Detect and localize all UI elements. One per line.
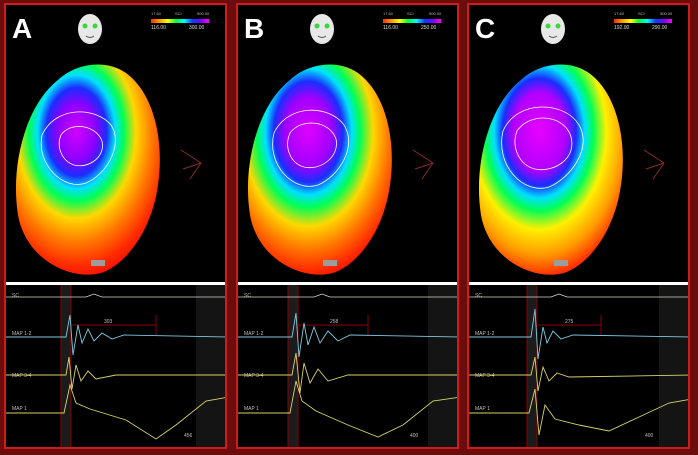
end-label: 400 <box>645 433 654 439</box>
color-scale: 17.60 SCI 500.00 116.00 300.00 <box>145 11 215 35</box>
scale-top-left: 17.60 <box>614 11 625 16</box>
electrogram-view: 275 SC MAP 1-2 MAP 3-4 MAP 1 400 <box>469 285 688 447</box>
channel-label: MAP 3-4 <box>12 373 32 379</box>
channel-label: MAP 1-2 <box>12 331 32 337</box>
scale-high: 300.00 <box>189 25 205 31</box>
channel-label: MAP 1-2 <box>244 331 264 337</box>
scale-low: 116.00 <box>383 25 398 31</box>
channel-label: MAP 3-4 <box>244 373 264 379</box>
heart-shape <box>478 64 623 275</box>
scale-top-right: 500.00 <box>660 11 673 16</box>
orientation-icon <box>180 149 202 180</box>
scale-top-right: 500.00 <box>197 11 210 16</box>
heart-shape <box>247 64 392 275</box>
color-scale: 17.60 SCI 500.00 192.00 290.00 <box>608 11 678 35</box>
face-icon <box>541 14 565 44</box>
interval-label: 258 <box>330 319 339 325</box>
scale-high: 290.00 <box>652 25 668 31</box>
channel-label: MAP 1 <box>475 406 490 412</box>
panel-divider <box>469 282 688 285</box>
panel-divider <box>6 282 225 285</box>
panel-letter: C <box>475 13 496 44</box>
panel-letter: B <box>244 13 265 44</box>
channel-label: SC <box>12 293 19 299</box>
scale-top-left: 17.60 <box>151 11 162 16</box>
scale-top-left: 17.60 <box>383 11 394 16</box>
orientation-icon <box>412 149 434 180</box>
scale-low: 116.00 <box>151 25 166 31</box>
activation-map <box>478 64 665 275</box>
scale-bar <box>614 19 672 23</box>
end-label: 456 <box>184 433 193 439</box>
scale-top-mid: SCI <box>638 11 645 16</box>
channel-label: MAP 1-2 <box>475 331 495 337</box>
scale-top-right: 500.00 <box>429 11 442 16</box>
panel-b: B 17.60 SCI 500.00 116.00 250.00 <box>236 3 459 449</box>
face-icon <box>78 14 102 44</box>
panel-divider <box>238 282 457 285</box>
face-icon <box>310 14 334 44</box>
scale-high: 250.00 <box>421 25 437 31</box>
orientation-icon <box>643 149 665 180</box>
channel-label: MAP 1 <box>12 406 27 412</box>
channel-label: SC <box>244 293 251 299</box>
activation-map <box>247 64 434 275</box>
channel-label: SC <box>475 293 482 299</box>
channel-label: MAP 1 <box>244 406 259 412</box>
scale-top-mid: SCI <box>175 11 182 16</box>
scale-low: 192.00 <box>614 25 630 31</box>
scale-bar <box>151 19 209 23</box>
panel-letter: A <box>12 13 33 44</box>
scale-top-mid: SCI <box>407 11 414 16</box>
electrogram-view: 303 SC MAP 1-2 MAP 3-4 MAP 1 456 <box>6 285 225 447</box>
interval-label: 275 <box>565 319 574 325</box>
panel-a: A 17.60 SCI 500.00 116.00 300.00 <box>4 3 227 449</box>
activation-map <box>15 64 202 275</box>
scale-bar <box>383 19 441 23</box>
electrogram-view: 258 SC MAP 1-2 MAP 3-4 MAP 1 400 <box>238 285 457 447</box>
channel-label: MAP 3-4 <box>475 373 495 379</box>
color-scale: 17.60 SCI 500.00 116.00 250.00 <box>377 11 447 35</box>
interval-label: 303 <box>104 319 113 325</box>
heart-shape <box>15 64 160 275</box>
end-label: 400 <box>410 433 419 439</box>
panel-c: C 17.60 SCI 500.00 192.00 290.00 <box>467 3 690 449</box>
